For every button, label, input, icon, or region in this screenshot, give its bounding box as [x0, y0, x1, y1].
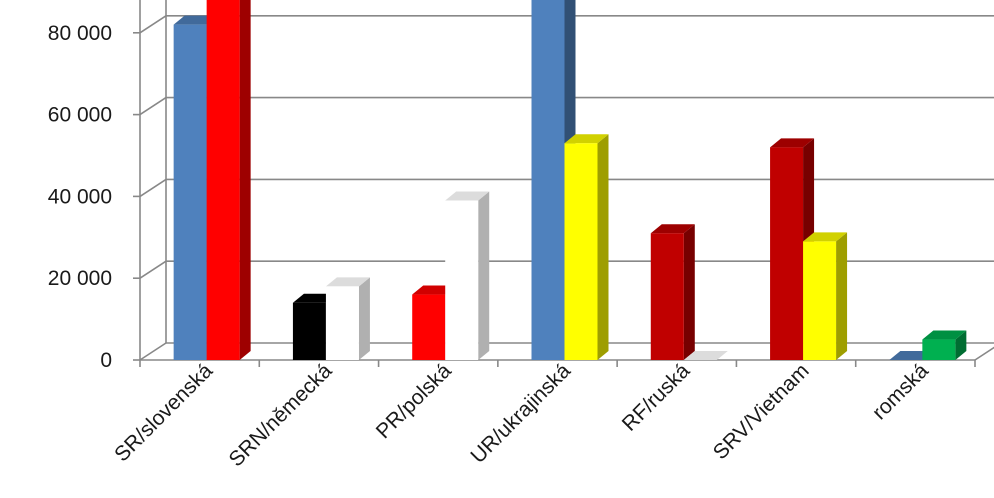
y-tick-label: 20 000	[48, 267, 112, 290]
bar-top	[325, 277, 370, 287]
bar-front	[564, 143, 598, 360]
bar	[803, 232, 848, 360]
bar-side	[239, 0, 251, 360]
bar	[922, 330, 967, 360]
bar-top	[445, 191, 490, 201]
bar-front	[922, 339, 956, 360]
x-tick-label: PR/polská	[372, 359, 456, 443]
bar-side	[597, 134, 609, 360]
bar-top	[770, 138, 815, 148]
floor-edge	[974, 346, 994, 361]
x-tick-label: RF/ruská	[618, 359, 695, 436]
bar-side	[358, 277, 370, 360]
bar-front	[292, 302, 326, 360]
bar	[683, 351, 728, 360]
bar-top	[922, 330, 967, 340]
bar-top	[650, 224, 695, 234]
x-tick-label: SR/slovenská	[110, 359, 217, 466]
x-tick-label: SRN/německá	[224, 359, 336, 471]
bar-front	[803, 241, 837, 360]
bar-top	[683, 351, 728, 360]
bar-front	[412, 294, 446, 360]
bar-front	[325, 286, 359, 360]
bar-front	[770, 147, 804, 360]
y-tick-label: 0	[100, 349, 112, 372]
bars	[173, 0, 967, 361]
y-tick-label: 40 000	[48, 185, 112, 208]
x-tick-label: SRV/Vietnam	[709, 359, 814, 464]
bar-top	[803, 232, 848, 242]
bar	[445, 191, 490, 360]
bar-front	[445, 200, 479, 360]
bar	[564, 134, 609, 360]
bar-top	[564, 134, 609, 144]
bar	[325, 277, 370, 360]
bar-front	[650, 233, 684, 360]
bar-side	[955, 330, 967, 360]
gridline-side	[139, 260, 167, 279]
bar	[650, 224, 695, 360]
x-tick-label: UR/ukrajinská	[466, 359, 575, 468]
x-axis-ticks: SR/slovenská SRN/německá PR/polská UR/ukraj…	[110, 359, 933, 471]
gridline-side	[139, 15, 167, 34]
y-tick-label: 60 000	[48, 104, 112, 127]
gridline-side	[139, 178, 167, 198]
gridline-side	[139, 342, 167, 361]
bar-front	[531, 0, 565, 360]
bar-front	[173, 24, 207, 361]
gridline-side	[139, 96, 167, 116]
y-tick-label: 80 000	[48, 22, 112, 45]
bar-front	[206, 0, 240, 360]
bar-side	[836, 232, 848, 360]
bar-side	[478, 191, 490, 360]
bar	[206, 0, 251, 360]
x-tick-label: romská	[868, 359, 933, 424]
bar-side	[683, 224, 695, 360]
